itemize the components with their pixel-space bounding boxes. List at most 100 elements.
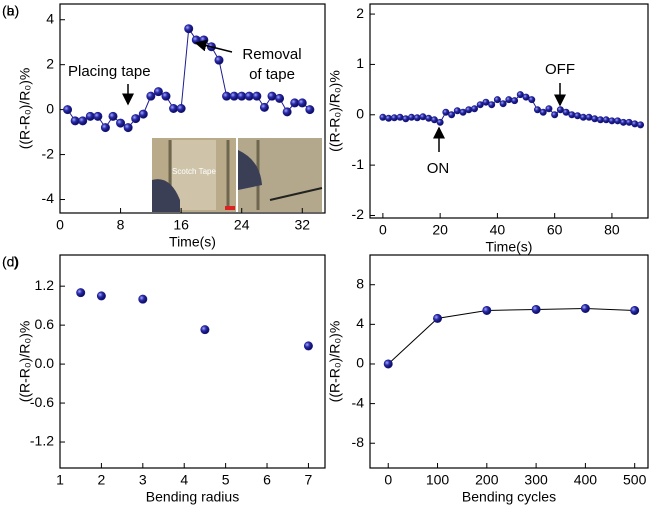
x-axis-label: Time(s) [169, 234, 216, 250]
data-point [419, 113, 427, 121]
data-point [176, 104, 186, 114]
data-point [580, 303, 590, 313]
data-point [488, 101, 496, 109]
y-tick-label: 0.6 [35, 316, 55, 332]
annotation: Removal [242, 46, 301, 63]
x-tick-label: 400 [574, 472, 598, 488]
y-tick-label: -1 [352, 156, 365, 172]
y-tick-label: 1.2 [35, 277, 55, 293]
x-tick-label: 0 [56, 217, 64, 233]
inset-label: Scotch Tape [172, 167, 216, 176]
panel-label: (a) [2, 3, 19, 19]
data-point [63, 105, 73, 115]
data-point [184, 24, 194, 34]
data-point [76, 288, 86, 298]
x-tick-label: 200 [475, 472, 499, 488]
data-point [505, 96, 513, 104]
data-point [531, 304, 541, 314]
data-point [482, 305, 492, 315]
annotation: ON [427, 160, 450, 177]
data-point [408, 113, 416, 121]
data-point [229, 91, 239, 101]
y-tick-label: -0.6 [30, 394, 54, 410]
data-point [153, 87, 163, 97]
annotation: Placing tape [68, 63, 151, 80]
data-point [85, 111, 95, 121]
data-point [169, 104, 179, 114]
data-point [630, 305, 640, 315]
data-point [146, 91, 156, 101]
data-point [402, 115, 410, 123]
data-point [556, 106, 564, 114]
x-tick-label: 7 [305, 472, 313, 488]
x-tick-label: 300 [524, 472, 548, 488]
data-point [305, 105, 315, 115]
data-point [482, 98, 490, 106]
data-point [161, 91, 171, 101]
data-point [379, 113, 387, 121]
x-tick-label: 0 [384, 472, 392, 488]
data-point [425, 114, 433, 122]
x-tick-label: 100 [426, 472, 450, 488]
y-tick-label: 0 [356, 105, 364, 121]
data-point [637, 121, 645, 129]
data-point [591, 115, 599, 123]
y-tick-label: 2 [46, 55, 54, 71]
data-point [200, 325, 210, 335]
x-tick-label: 1 [56, 472, 64, 488]
data-point [625, 118, 633, 126]
data-point [96, 291, 106, 301]
x-tick-label: 4 [180, 472, 188, 488]
x-axis-label: Bending radius [146, 489, 239, 505]
data-point [459, 108, 467, 116]
y-axis-label: ((R-R₀)/R₀)% [17, 68, 33, 150]
data-point [614, 117, 622, 125]
data-point [493, 96, 501, 104]
data-point [237, 91, 247, 101]
y-tick-label: 2 [356, 5, 364, 21]
data-point [222, 91, 232, 101]
data-point [108, 111, 118, 121]
data-point [282, 107, 292, 117]
data-point [528, 96, 536, 104]
panel-label: (b) [2, 3, 19, 19]
data-point [116, 118, 126, 128]
data-point [131, 114, 141, 124]
x-tick-label: 40 [490, 222, 506, 238]
y-tick-label: -4 [42, 190, 55, 206]
x-axis-label: Time(s) [486, 239, 533, 255]
annotation: OFF [545, 61, 575, 78]
data-point [413, 114, 421, 122]
inset-photo [152, 138, 323, 212]
data-point [562, 108, 570, 116]
data-point [78, 116, 88, 126]
data-point [123, 123, 133, 133]
y-axis-label: ((R-R₀)/R₀)% [327, 321, 343, 403]
y-tick-label: -2 [352, 206, 365, 222]
x-tick-label: 5 [222, 472, 230, 488]
data-point [476, 101, 484, 109]
data-point [533, 106, 541, 114]
y-tick-label: 4 [356, 315, 364, 331]
data-point [275, 93, 285, 103]
data-point [539, 108, 547, 116]
x-tick-label: 500 [623, 472, 647, 488]
x-tick-label: 20 [432, 222, 448, 238]
data-point [70, 116, 80, 126]
y-tick-label: -4 [352, 394, 365, 410]
data-point [602, 116, 610, 124]
data-point [267, 91, 277, 101]
y-axis-label: ((R-R₀)/R₀)% [17, 321, 33, 403]
data-point [199, 35, 209, 45]
y-tick-label: 0 [46, 100, 54, 116]
data-point [585, 113, 593, 121]
x-tick-label: 2 [98, 472, 106, 488]
data-point [430, 116, 438, 124]
annotation-arrow [194, 39, 233, 53]
annotation: of tape [249, 66, 295, 83]
y-tick-label: 0.0 [35, 355, 55, 371]
data-point [214, 55, 224, 65]
data-point [396, 113, 404, 121]
y-tick-label: -1.2 [30, 433, 54, 449]
plot-frame [59, 3, 326, 214]
